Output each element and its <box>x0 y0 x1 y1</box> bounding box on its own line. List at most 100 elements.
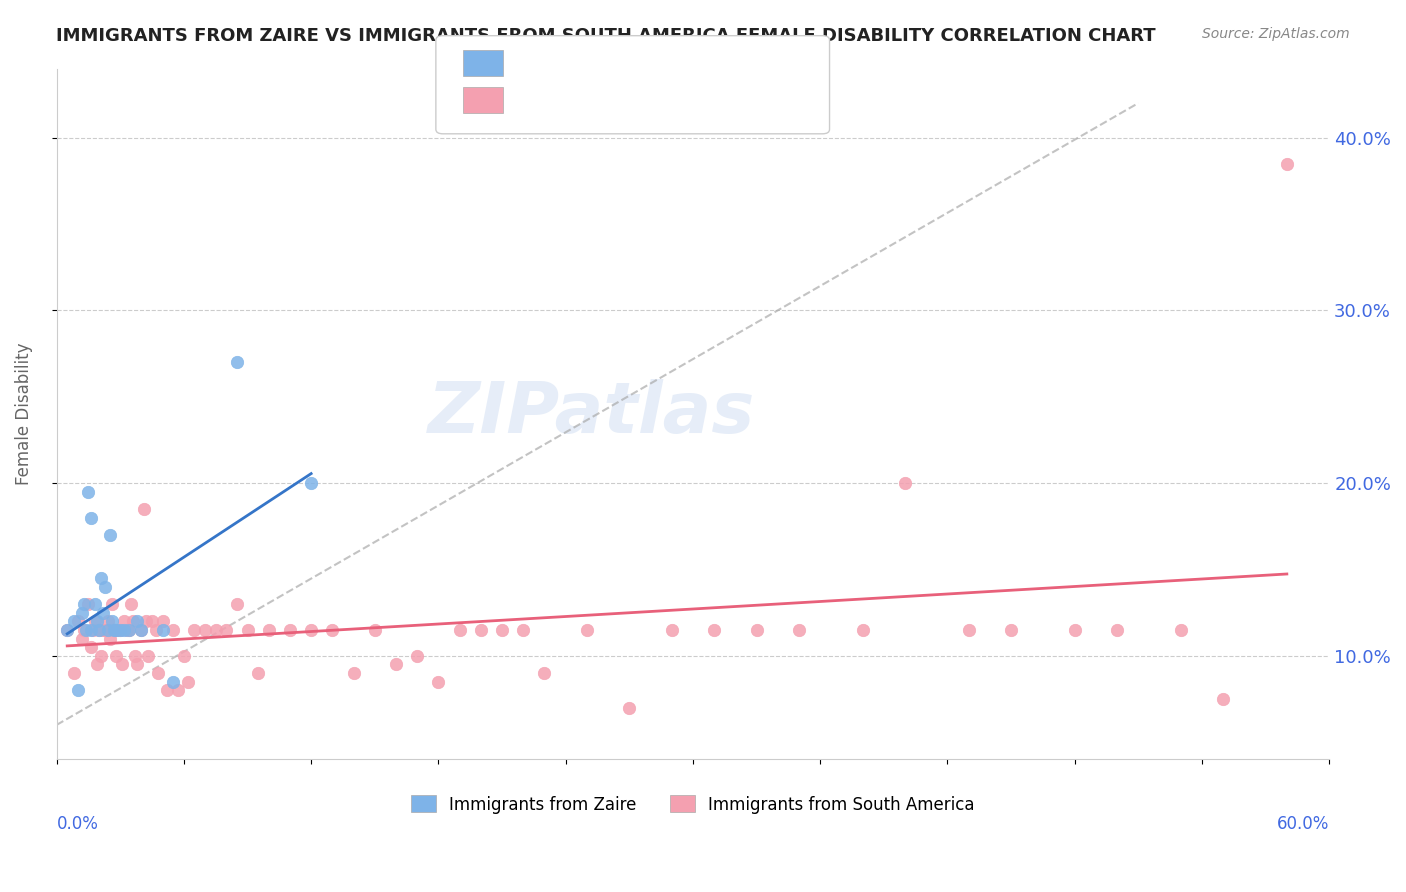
Point <box>122 614 145 628</box>
Point <box>127 657 149 672</box>
Point <box>236 623 259 637</box>
Point <box>204 623 226 637</box>
Point <box>79 623 101 637</box>
Point <box>114 623 136 637</box>
Point <box>342 666 364 681</box>
Point <box>105 623 128 637</box>
Point <box>87 623 110 637</box>
Point <box>225 597 247 611</box>
Point <box>619 700 641 714</box>
Point <box>107 623 129 637</box>
Point <box>162 674 184 689</box>
Point <box>110 623 132 637</box>
Point <box>75 623 97 637</box>
Point <box>148 666 170 681</box>
Point <box>787 623 810 637</box>
Point <box>127 614 149 628</box>
Point <box>83 614 105 628</box>
Point <box>278 623 301 637</box>
Point <box>124 648 146 663</box>
Point <box>152 614 174 628</box>
Point <box>512 623 534 637</box>
Point <box>87 623 110 637</box>
Point <box>86 614 108 628</box>
Point <box>491 623 513 637</box>
Point <box>299 623 322 637</box>
Point <box>173 648 195 663</box>
Point <box>364 623 387 637</box>
Point <box>79 510 101 524</box>
Point <box>118 623 141 637</box>
Point <box>132 502 155 516</box>
Point <box>98 528 121 542</box>
Point <box>449 623 471 637</box>
Point <box>299 476 322 491</box>
Y-axis label: Female Disability: Female Disability <box>15 343 32 485</box>
Point <box>152 623 174 637</box>
Text: Source: ZipAtlas.com: Source: ZipAtlas.com <box>1202 27 1350 41</box>
Point <box>745 623 768 637</box>
Point <box>1107 623 1129 637</box>
Text: IMMIGRANTS FROM ZAIRE VS IMMIGRANTS FROM SOUTH AMERICA FEMALE DISABILITY CORRELA: IMMIGRANTS FROM ZAIRE VS IMMIGRANTS FROM… <box>56 27 1156 45</box>
Point <box>118 623 141 637</box>
Point <box>77 484 100 499</box>
Point <box>66 614 89 628</box>
Point <box>100 597 122 611</box>
Point <box>86 657 108 672</box>
Point <box>79 640 101 655</box>
Point <box>136 648 159 663</box>
Point <box>321 623 343 637</box>
Point <box>62 666 84 681</box>
Point <box>194 623 217 637</box>
Point <box>73 597 96 611</box>
Point <box>470 623 492 637</box>
Point <box>70 606 93 620</box>
Point <box>957 623 980 637</box>
Point <box>1212 692 1234 706</box>
Point <box>1063 623 1085 637</box>
Point <box>110 623 132 637</box>
Text: R =  0.526    N =  29: R = 0.526 N = 29 <box>520 54 707 71</box>
Point <box>114 614 136 628</box>
Point <box>156 683 179 698</box>
Point <box>575 623 598 637</box>
Point <box>661 623 683 637</box>
Point <box>56 623 79 637</box>
Point <box>105 648 128 663</box>
Point <box>91 606 114 620</box>
Point <box>90 571 112 585</box>
Point <box>77 597 100 611</box>
Point <box>70 632 93 646</box>
Point <box>98 632 121 646</box>
Point <box>83 597 105 611</box>
Text: R = -0.037    N = 106: R = -0.037 N = 106 <box>520 92 714 110</box>
Text: ZIPatlas: ZIPatlas <box>427 379 755 449</box>
Point <box>96 623 118 637</box>
Point <box>94 623 117 637</box>
Point <box>141 614 163 628</box>
Point <box>1170 623 1192 637</box>
Point <box>1000 623 1022 637</box>
Point <box>135 614 157 628</box>
Point <box>73 623 96 637</box>
Point <box>247 666 270 681</box>
Point <box>131 623 153 637</box>
Point <box>225 355 247 369</box>
Point <box>852 623 875 637</box>
Point <box>96 614 118 628</box>
Point <box>56 623 79 637</box>
Legend: Immigrants from Zaire, Immigrants from South America: Immigrants from Zaire, Immigrants from S… <box>405 789 981 821</box>
Point <box>91 623 114 637</box>
Point <box>177 674 200 689</box>
Point <box>215 623 238 637</box>
Point <box>1275 156 1298 170</box>
Point <box>103 623 125 637</box>
Point <box>385 657 408 672</box>
Text: 0.0%: 0.0% <box>56 814 98 833</box>
Point <box>111 657 134 672</box>
Point <box>62 614 84 628</box>
Point <box>66 683 89 698</box>
Point <box>103 623 125 637</box>
Point <box>120 597 142 611</box>
Point <box>427 674 450 689</box>
